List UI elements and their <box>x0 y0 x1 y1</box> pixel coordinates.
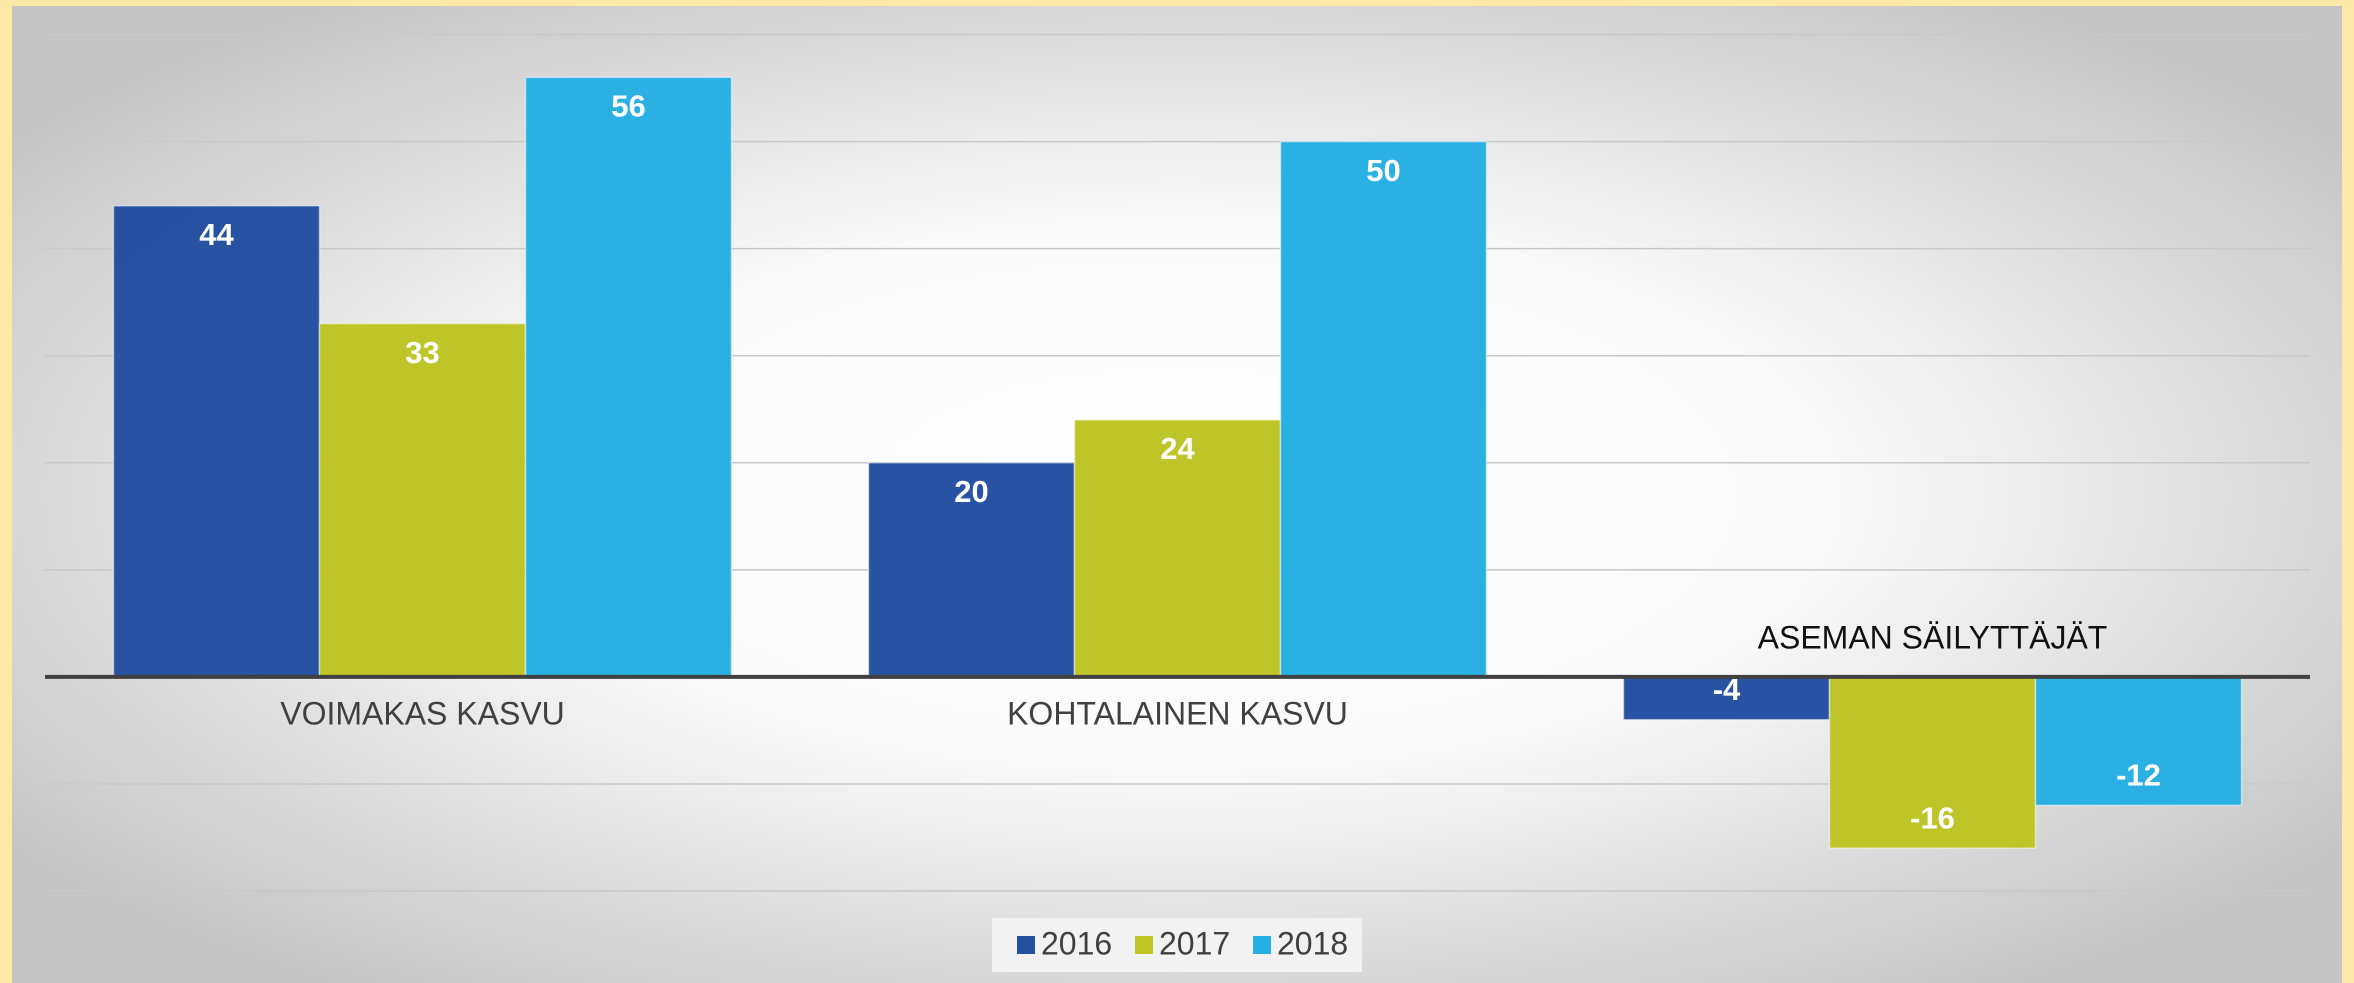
legend-swatch <box>1135 936 1153 954</box>
bar <box>2034 676 2243 807</box>
bar <box>1073 419 1282 678</box>
data-label: 20 <box>954 474 988 509</box>
bar <box>867 462 1076 678</box>
bar <box>318 322 527 678</box>
x-tick-label: KOHTALAINEN KASVU <box>1007 695 1348 731</box>
data-label: 33 <box>405 335 439 370</box>
x-tick-label: ASEMAN SÄILYTTÄJÄT <box>1758 619 2108 655</box>
legend-box <box>992 918 1362 972</box>
bar <box>1279 140 1488 678</box>
x-tick-label: VOIMAKAS KASVU <box>280 695 565 731</box>
data-label: -16 <box>1910 800 1955 835</box>
data-label: 24 <box>1160 431 1195 466</box>
legend-swatch <box>1017 936 1035 954</box>
data-label: 56 <box>611 89 645 124</box>
legend-label: 2016 <box>1041 925 1112 961</box>
legend-swatch <box>1253 936 1271 954</box>
bar <box>112 205 321 678</box>
legend-label: 2018 <box>1277 925 1348 961</box>
data-label: 50 <box>1366 153 1400 188</box>
data-label: -12 <box>2116 758 2161 793</box>
bar <box>524 76 733 678</box>
bar <box>1828 676 2037 849</box>
data-label: 44 <box>199 217 234 252</box>
legend-label: 2017 <box>1159 925 1230 961</box>
